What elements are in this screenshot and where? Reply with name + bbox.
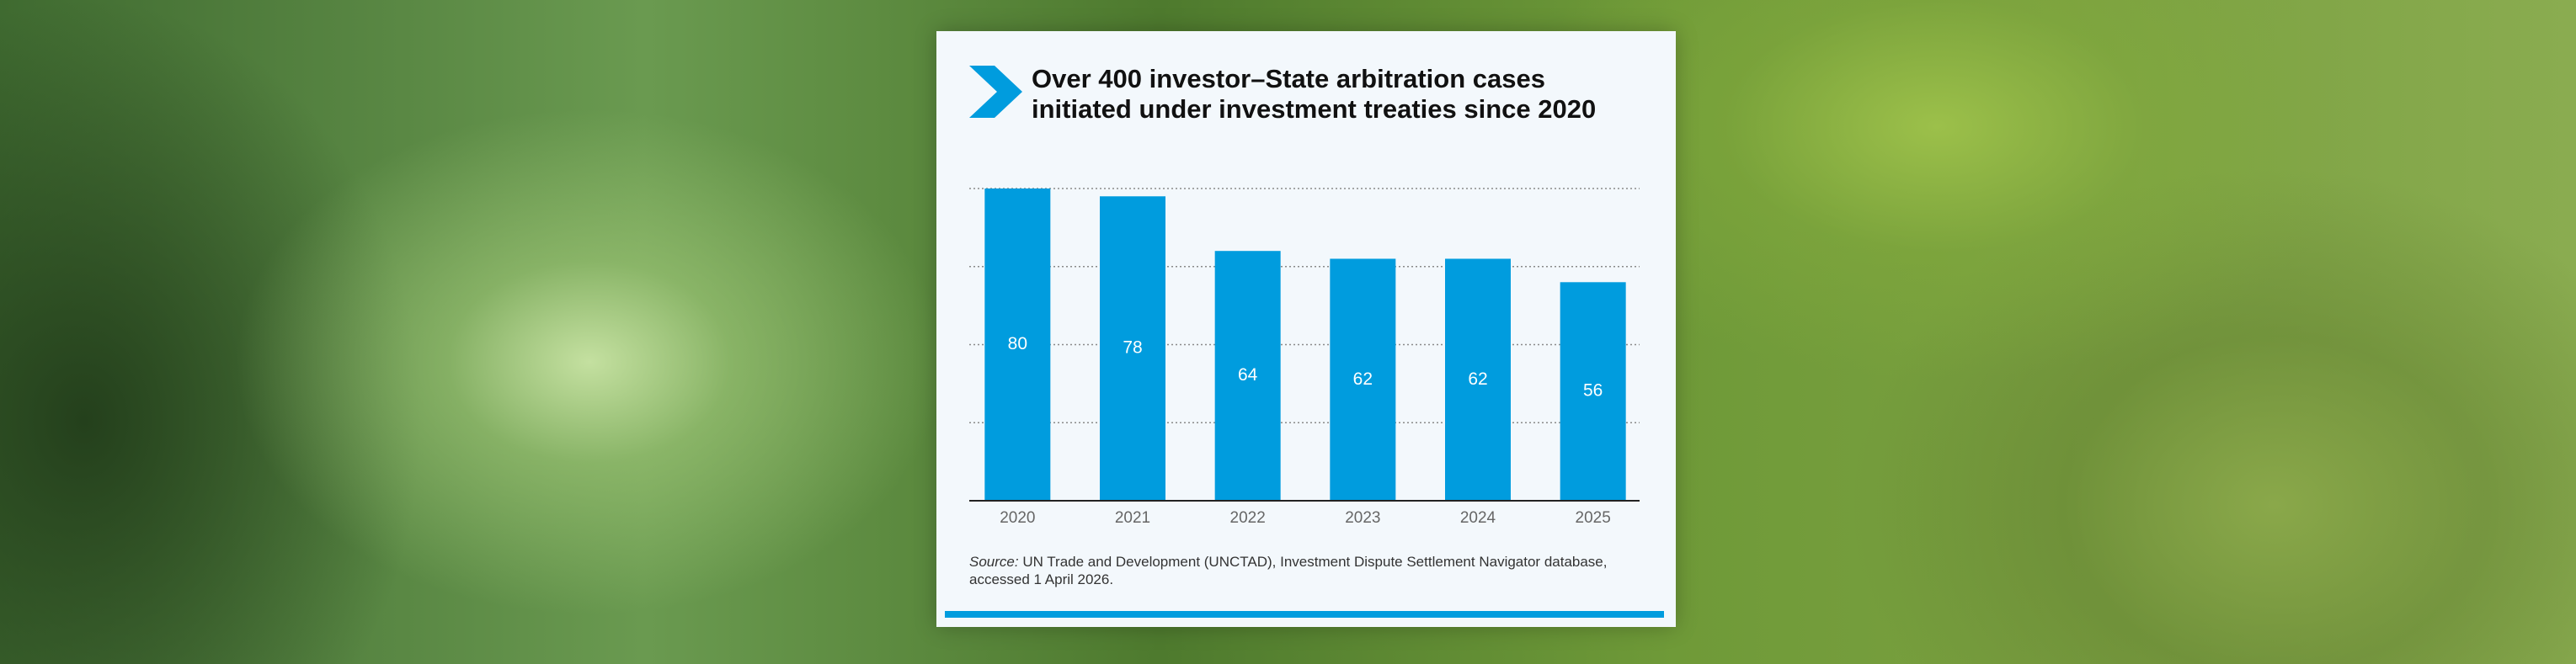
source-label: Source:: [969, 554, 1019, 570]
bar: [1330, 258, 1396, 501]
chart-title: Over 400 investor–State arbitration case…: [1032, 64, 1597, 124]
x-tick-label: 2024: [1460, 509, 1496, 527]
x-tick-label: 2020: [1000, 509, 1035, 527]
x-tick-label: 2021: [1115, 509, 1150, 527]
bar: [1214, 251, 1281, 501]
footer-bar: [945, 611, 1664, 618]
bar: [1560, 282, 1626, 501]
value-label: 62: [1353, 369, 1373, 389]
value-label: 80: [1008, 334, 1027, 353]
source-text: UN Trade and Development (UNCTAD), Inves…: [969, 554, 1608, 587]
value-label: 62: [1468, 369, 1487, 389]
value-label: 64: [1238, 365, 1258, 385]
chevron-icon: [969, 66, 1022, 118]
x-tick-label: 2022: [1230, 509, 1266, 527]
bar: [1445, 258, 1511, 501]
card: [936, 31, 1676, 627]
x-tick-label: 2023: [1345, 509, 1380, 527]
source-note: Source: UN Trade and Development (UNCTAD…: [969, 553, 1643, 588]
value-label: 56: [1583, 381, 1603, 401]
x-tick-label: 2025: [1576, 509, 1611, 527]
value-label: 78: [1123, 338, 1142, 358]
bar: [1100, 196, 1165, 501]
bar: [984, 189, 1051, 501]
